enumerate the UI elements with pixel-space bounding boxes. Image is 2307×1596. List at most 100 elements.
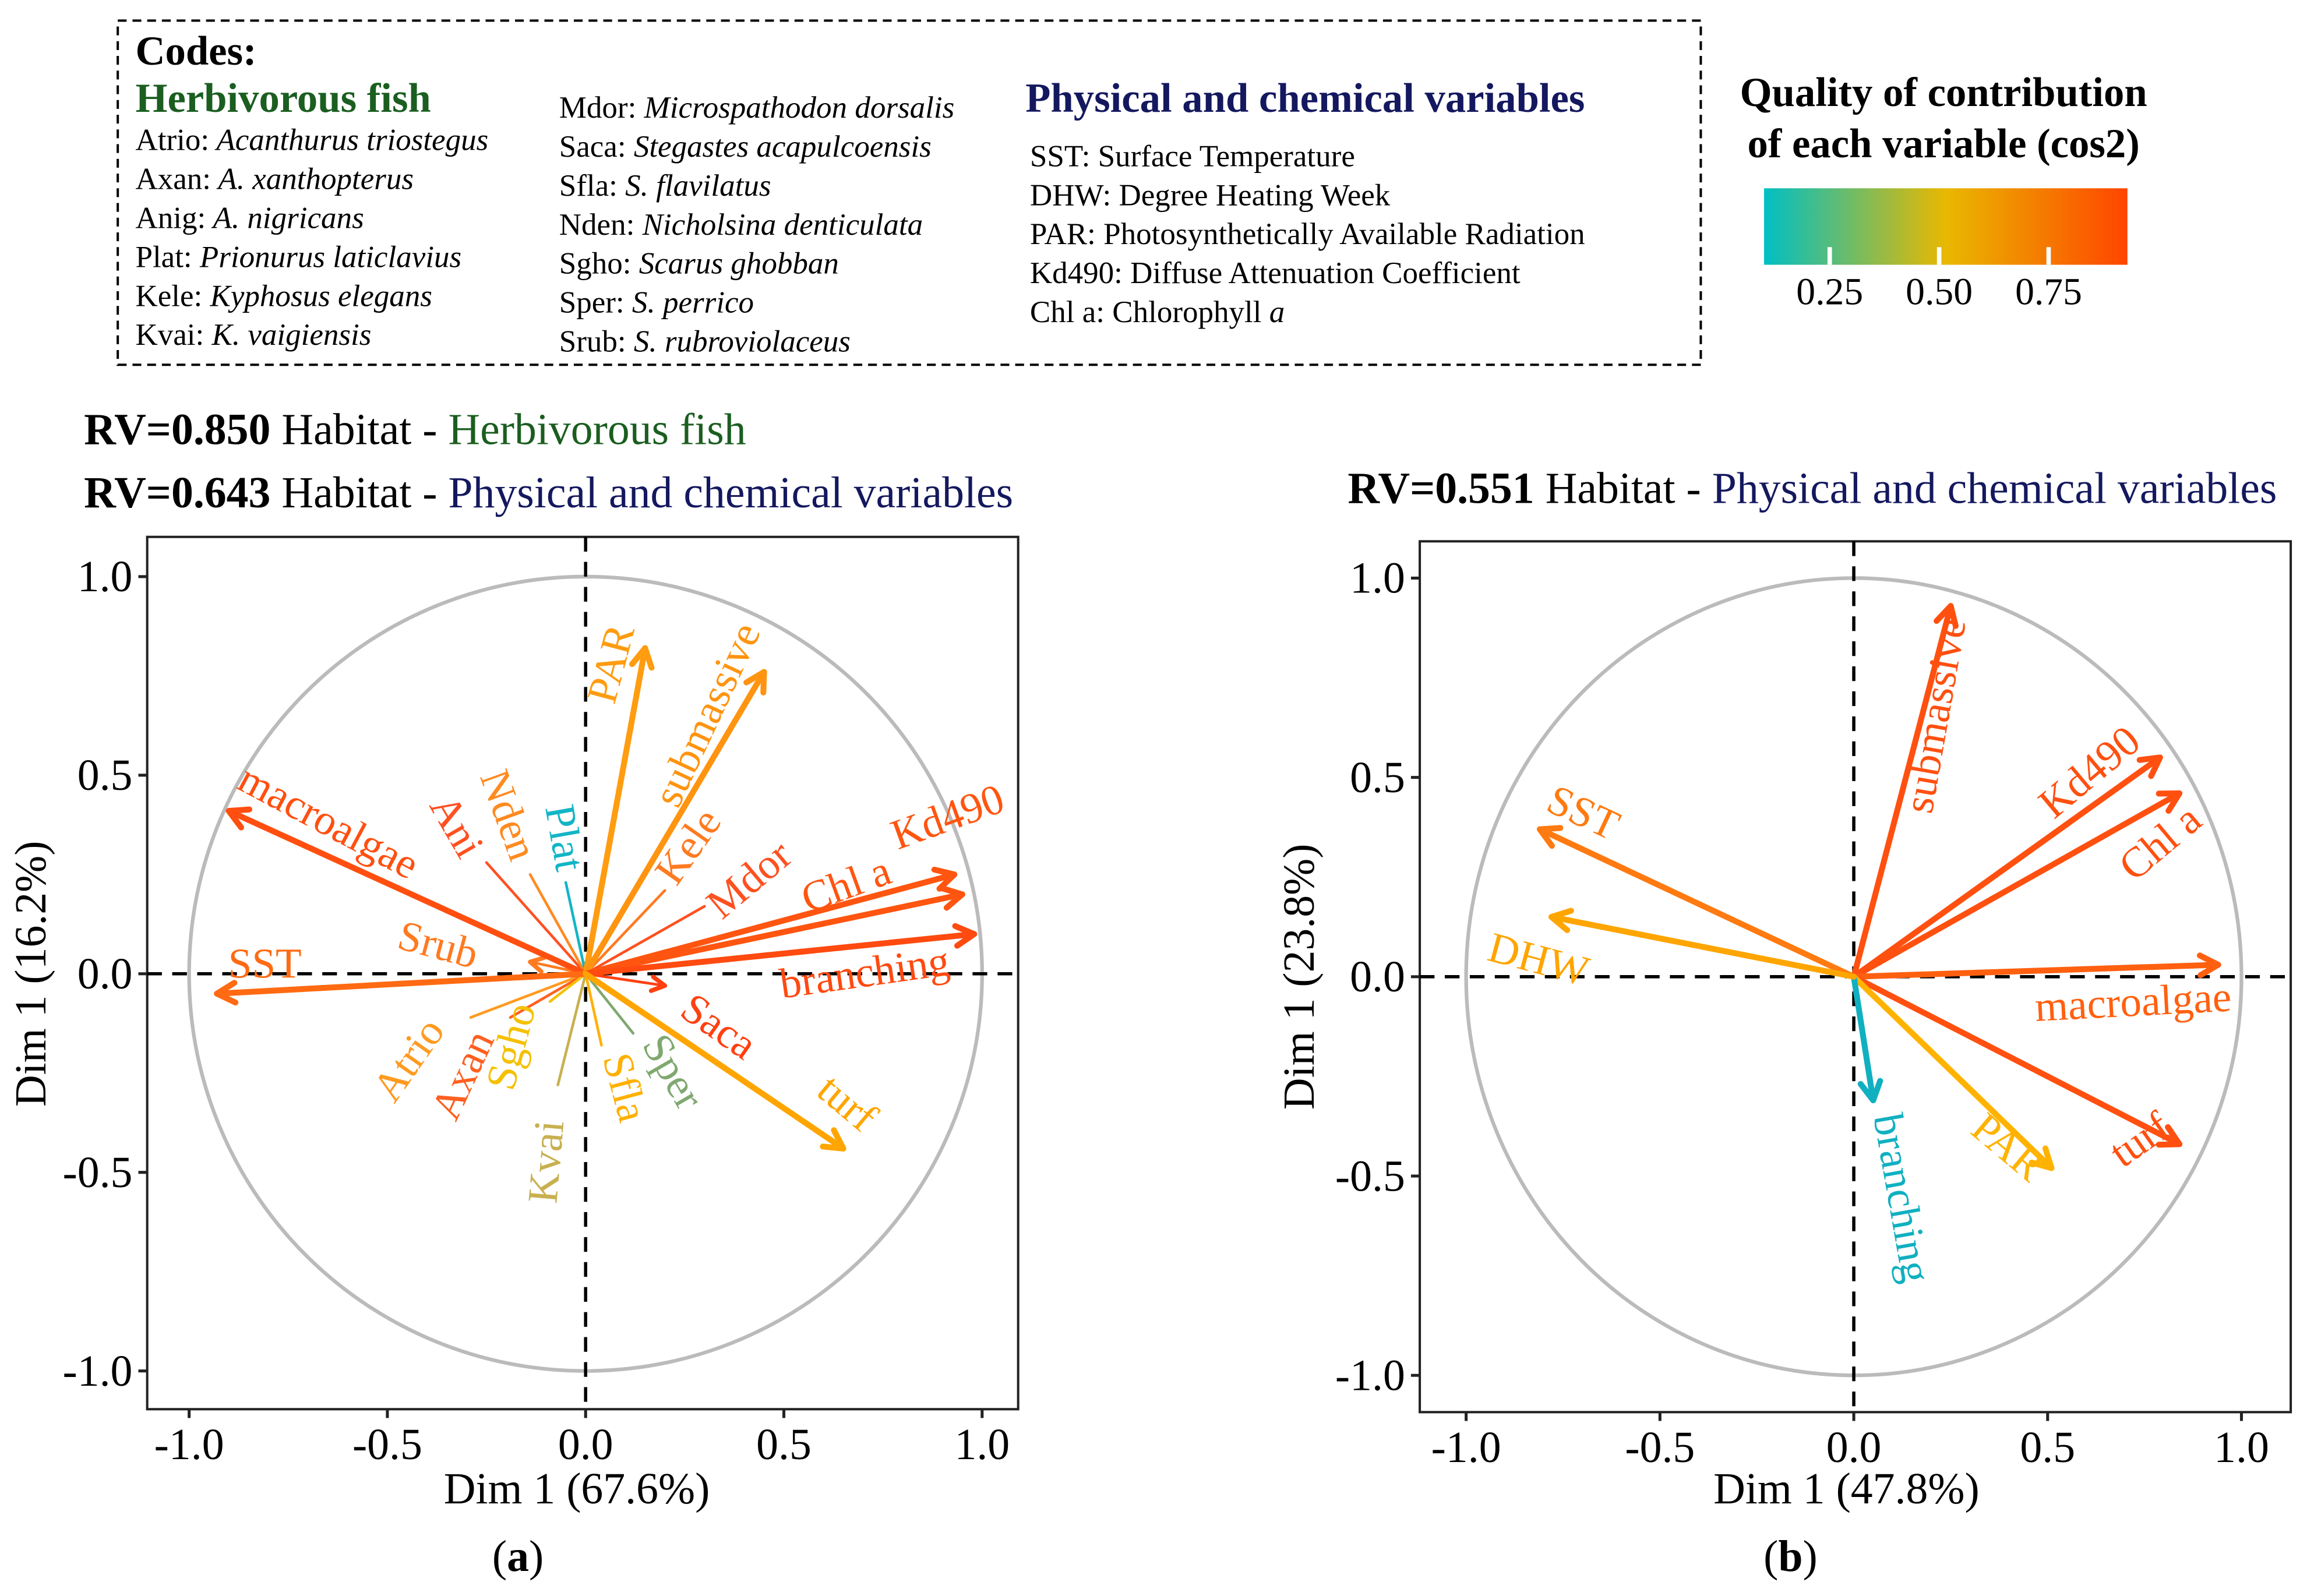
- vector-line: [583, 645, 648, 977]
- arrowhead-icon: [2156, 1124, 2183, 1148]
- legend-code: Chl a:: [1030, 295, 1105, 329]
- legend-code-name: A. nigricans: [206, 201, 364, 235]
- vector-label: turf: [2101, 1102, 2179, 1176]
- title-habitat: Habitat -: [270, 468, 448, 517]
- vector-line: [1851, 603, 1954, 980]
- cos2-colorbar-legend: Quality of contribution of each variable…: [1740, 70, 2147, 313]
- plot-title: RV=0.551 Habitat - Physical and chemical…: [1347, 464, 2277, 513]
- title-group: Physical and chemical variables: [448, 468, 1013, 517]
- y-axis-title: Dim 1 (16.2%): [6, 841, 55, 1107]
- arrowhead-icon: [1857, 1078, 1883, 1104]
- physchem-header: Physical and chemical variables: [1025, 76, 1585, 121]
- legend-code: Plat:: [135, 240, 192, 274]
- plot-a: RV=0.850 Habitat - Herbivorous fish RV=0.…: [6, 405, 1020, 1581]
- legend-code: PAR:: [1030, 217, 1096, 251]
- vector-macroalgae: macroalgae: [1851, 952, 2232, 1030]
- legend-code-name: Chlorophyll: [1105, 295, 1269, 329]
- title-group: Physical and chemical variables: [1712, 464, 2277, 513]
- vector-label: Kd490: [885, 775, 1010, 859]
- vector-line: [509, 972, 587, 1019]
- rv-value: RV=0.643: [84, 468, 270, 517]
- vector-branching: branching: [583, 923, 978, 1008]
- vector-line: [556, 972, 587, 1086]
- vector-kd490: Kd490: [1851, 716, 2163, 980]
- legend-code-item: Kd490: Diffuse Attenuation Coefficient: [1030, 256, 1521, 290]
- arrowhead-icon: [931, 866, 958, 892]
- fish-codes-column-2: Mdor: Microspathodon dorsalis Saca: Stega…: [559, 91, 954, 359]
- vector-label: submassive: [1895, 615, 1975, 817]
- vector-line: [214, 970, 589, 997]
- title-habitat: Habitat -: [1535, 464, 1712, 513]
- legend-code-name: Prionurus laticlavius: [192, 240, 461, 274]
- arrowhead-icon: [2196, 952, 2221, 979]
- y-axis-title: Dim 1 (23.8%): [1275, 844, 1324, 1110]
- legend-code-item: Srub: S. rubroviolaceus: [559, 325, 851, 359]
- vector-chl-a: Chl a: [1851, 790, 2210, 980]
- vector-line: [1851, 973, 2183, 1147]
- title-habitat: Habitat -: [270, 405, 448, 454]
- vector-sst: SST: [214, 940, 589, 1006]
- legend-code: Mdor:: [559, 91, 637, 125]
- legend-code: Kvai:: [135, 318, 204, 352]
- plot-title: RV=0.850 Habitat - Herbivorous fish: [84, 405, 746, 454]
- legend-code-name: K. vaigiensis: [204, 318, 371, 352]
- vector-line: [584, 905, 706, 976]
- vector-line: [1851, 754, 2163, 980]
- arrowhead-icon: [1934, 603, 1959, 629]
- y-tick-label: 0.5: [77, 751, 133, 800]
- vector-line: [583, 970, 846, 1152]
- panel-paren: ): [529, 1532, 544, 1581]
- legend-code-italic: a: [1269, 295, 1285, 329]
- panel-paren: (: [1763, 1532, 1778, 1581]
- arrowhead-icon: [743, 669, 767, 695]
- vector-plat: Plat: [536, 801, 594, 976]
- legend-code-name: Microspathodon dorsalis: [636, 91, 954, 125]
- legend-code-item: SST: Surface Temperature: [1030, 139, 1355, 173]
- colorbar-tick-label: 0.50: [1906, 271, 1973, 313]
- legend-code: Srub:: [559, 325, 626, 359]
- arrowhead-icon: [648, 974, 668, 993]
- x-axis-title: Dim 1 (67.6%): [444, 1464, 710, 1513]
- vector-line: [1548, 914, 1857, 980]
- vector-label: branching: [1864, 1110, 1941, 1286]
- vector-label: macroalgae: [231, 754, 426, 888]
- vector-line: [225, 808, 589, 977]
- legend-code-item: Kele: Kyphosus elegans: [135, 279, 432, 313]
- legend-code-item: Sgho: Scarus ghobban: [559, 247, 839, 281]
- vector-line: [1851, 962, 2221, 980]
- y-tick-label: 0.0: [1350, 952, 1405, 1001]
- fish-header: Herbivorous fish: [135, 76, 431, 121]
- vector-line: [528, 873, 587, 976]
- colorbar-gradient: [1764, 188, 2128, 265]
- legend-code: Anig:: [135, 201, 206, 235]
- codes-title: Codes:: [135, 29, 256, 74]
- arrowhead-icon: [225, 806, 253, 831]
- vector-line: [548, 972, 587, 1003]
- arrowhead-icon: [528, 955, 546, 974]
- arrowhead-icon: [2156, 790, 2183, 814]
- legend-code-item: Chl a: Chlorophyll a: [1030, 295, 1285, 329]
- legend-code: Kele:: [135, 279, 202, 313]
- arrowhead-icon: [939, 885, 965, 911]
- colorbar-tick-label: 0.25: [1796, 271, 1863, 313]
- legend-code: Atrio:: [135, 123, 209, 157]
- colorbar-title-line1: Quality of contribution: [1740, 70, 2147, 115]
- x-axis-title: Dim 1 (47.8%): [1713, 1464, 1980, 1513]
- legend-code-item: Sper: S. perrico: [559, 286, 754, 320]
- panel-paren: ): [1803, 1532, 1818, 1581]
- y-tick-label: -0.5: [62, 1148, 132, 1197]
- rv-value: RV=0.551: [1347, 464, 1534, 513]
- vector-line: [564, 881, 587, 976]
- legend-code-name: Photosynthetically Available Radiation: [1096, 217, 1585, 251]
- legend-code-item: Kvai: K. vaigiensis: [135, 318, 371, 352]
- legend-code-name: Kyphosus elegans: [202, 279, 432, 313]
- panel-label: (a): [492, 1532, 544, 1581]
- legend-code-item: Mdor: Microspathodon dorsalis: [559, 91, 954, 125]
- arrowhead-icon: [1537, 825, 1564, 849]
- vector-label: Plat: [536, 801, 594, 874]
- legend-code: Axan:: [135, 163, 211, 196]
- legend-code: Sper:: [559, 286, 625, 320]
- colorbar-tick-label: 0.75: [2015, 271, 2082, 313]
- x-tick-label: 1.0: [954, 1420, 1010, 1469]
